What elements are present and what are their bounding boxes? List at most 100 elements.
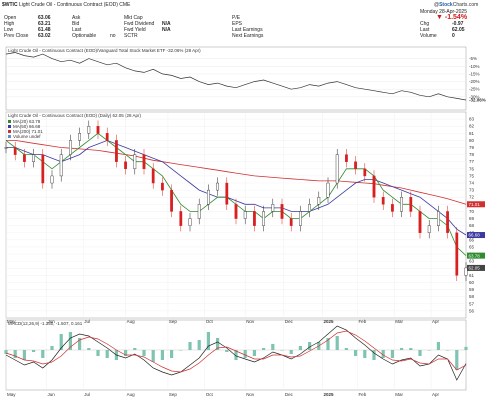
macd-histogram-bar	[243, 350, 247, 358]
price-tick-label: 63	[469, 259, 475, 264]
candle-body	[409, 197, 413, 212]
candle-body	[87, 126, 91, 134]
macd-histogram-bar	[381, 350, 385, 358]
macd-histogram-bar	[151, 350, 155, 362]
month-label: Apr	[432, 319, 440, 324]
candle-body	[151, 168, 155, 184]
stat-value: 62.05	[452, 27, 465, 33]
price-tick-label: 76	[469, 166, 475, 171]
candle-body	[280, 204, 284, 219]
ratio-tick-label: -5%	[469, 56, 477, 61]
price-tick-label: 72	[469, 195, 475, 200]
candle-body	[114, 140, 118, 162]
stockcharts-logo: @StockCharts.com	[434, 2, 478, 8]
candle-body	[170, 189, 173, 212]
macd-histogram-bar	[418, 350, 422, 356]
price-tick-label: 70	[469, 209, 475, 214]
macd-histogram-bar	[206, 332, 210, 350]
candle-body	[326, 182, 330, 198]
macd-histogram-bar	[78, 338, 82, 350]
candle-body	[252, 211, 256, 226]
price-tick-label: 66	[469, 237, 475, 242]
candle-body	[78, 133, 82, 141]
month-label: May	[7, 319, 16, 324]
candle-body	[4, 147, 8, 149]
stat-value: 0	[452, 33, 455, 39]
candle-body	[289, 218, 293, 226]
macd-histogram-bar	[409, 348, 413, 350]
macd-histogram-bar	[289, 350, 293, 354]
month-label-bottom: Dec	[285, 392, 294, 397]
month-label-bottom: Nov	[246, 392, 255, 397]
candle-body	[354, 161, 357, 170]
price-tick-label: 82	[469, 124, 475, 129]
candle-body	[427, 225, 431, 233]
symbol-title: $WTIC Light Crude Oil - Continuous Contr…	[2, 2, 130, 8]
candle-body	[363, 168, 367, 177]
month-label: Sep	[169, 319, 178, 324]
ratio-tick-label: -25%	[469, 87, 480, 92]
macd-histogram-bar	[50, 346, 54, 350]
macd-histogram-bar	[252, 350, 256, 356]
candle-body	[124, 161, 128, 170]
month-label: Jul	[84, 319, 90, 324]
macd-histogram-bar	[271, 344, 275, 350]
candle-body	[96, 126, 100, 134]
legend-label: MA(50) 66.68	[13, 124, 41, 129]
macd-histogram-bar	[280, 350, 284, 351]
month-label-bottom: Jul	[84, 392, 90, 397]
candle-body	[188, 218, 192, 226]
candle-body	[41, 154, 45, 184]
candle-body	[216, 182, 219, 191]
macd-histogram-bar	[59, 334, 63, 350]
stat-label: Ask	[72, 15, 81, 21]
macd-histogram-bar	[326, 338, 330, 350]
price-tick-label: 59	[469, 287, 475, 292]
macd-histogram-bar	[142, 350, 146, 356]
macd-histogram-bar	[363, 350, 367, 358]
macd-panel-title: MACD(12,26,9) -1.350, -1.507, 0.161	[8, 321, 83, 326]
candle-body	[179, 211, 183, 226]
candle-body	[13, 147, 17, 155]
price-tag-label: 66.68	[469, 233, 481, 238]
stat-value: no	[110, 33, 116, 39]
macd-histogram-bar	[87, 348, 91, 350]
price-tick-label: 57	[469, 301, 475, 306]
candle-body	[59, 154, 63, 177]
stat-label: Optionable	[72, 33, 97, 39]
symbol-ticker: $WTIC	[2, 2, 18, 8]
price-tick-label: 69	[469, 216, 475, 221]
stat-label: Volume	[420, 33, 437, 39]
candle-body	[243, 211, 247, 219]
price-tick-label: 79	[469, 145, 475, 150]
macd-histogram-bar	[225, 350, 229, 352]
candle-body	[299, 211, 302, 226]
ratio-series-line	[5, 52, 467, 101]
macd-histogram-bar	[372, 350, 376, 360]
month-label: Aug	[127, 319, 136, 324]
stat-label: Bid	[72, 21, 80, 27]
symbol-description: Light Crude Oil - Continuous Contract (E…	[18, 2, 118, 8]
price-tick-label: 58	[469, 294, 475, 299]
macd-histogram-bar	[133, 348, 137, 350]
macd-histogram-bar	[400, 348, 404, 350]
stat-label: Last	[72, 27, 82, 33]
change-percent: ▼ -1.54%	[436, 14, 468, 21]
macd-histogram-bar	[455, 350, 459, 370]
stat-label: EPS	[232, 21, 243, 27]
ma20-line	[5, 132, 467, 256]
candle-body	[381, 197, 385, 205]
macd-histogram-bar	[427, 350, 431, 351]
macd-histogram-bar	[298, 346, 302, 350]
macd-histogram-bar	[96, 350, 100, 356]
price-tick-label: 83	[469, 117, 475, 122]
macd-histogram-bar	[335, 336, 339, 350]
macd-histogram-bar	[262, 348, 266, 350]
month-label: Oct	[206, 319, 214, 324]
price-tag-label: 63.78	[469, 253, 481, 258]
candle-body	[317, 197, 321, 205]
month-label: Mar	[395, 319, 403, 324]
candle-body	[142, 154, 146, 170]
macd-histogram-bar	[170, 350, 174, 358]
